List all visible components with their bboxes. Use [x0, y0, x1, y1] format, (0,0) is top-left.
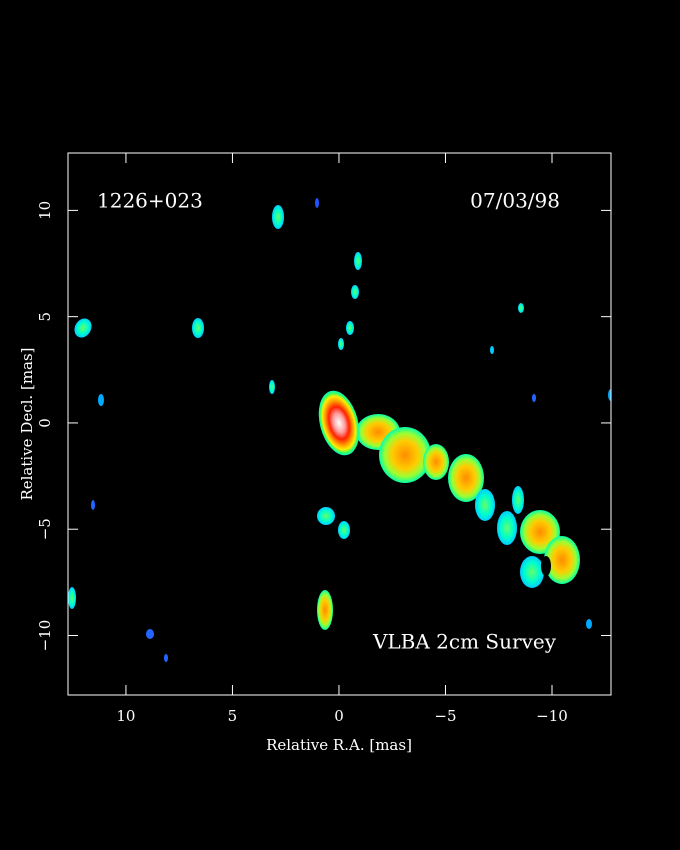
- date-label: 07/03/98: [470, 189, 560, 213]
- emission-blob: [512, 486, 524, 514]
- plot-frame: [67, 152, 612, 696]
- emission-blob: [532, 394, 536, 402]
- emission-blob: [520, 556, 544, 588]
- x-tick-label: 0: [334, 707, 344, 725]
- emission-blob: [317, 590, 333, 630]
- emission-blob: [351, 285, 359, 299]
- emission-blob: [497, 511, 517, 545]
- emission-blob: [541, 556, 551, 576]
- y-tick-label: −10: [36, 620, 54, 652]
- x-axis-label: Relative R.A. [mas]: [266, 736, 412, 754]
- y-tick-label: 5: [36, 312, 54, 322]
- emission-blob: [423, 444, 449, 480]
- emission-blob: [146, 629, 154, 639]
- emission-blob: [338, 338, 344, 350]
- emission-blob: [475, 489, 495, 521]
- survey-label: VLBA 2cm Survey: [372, 630, 557, 654]
- source-label: 1226+023: [97, 189, 203, 213]
- emission-blob: [315, 198, 319, 208]
- emission-blob: [74, 318, 92, 338]
- emission-blob: [164, 654, 168, 662]
- emission-blob: [346, 321, 354, 335]
- y-tick-label: −5: [36, 518, 54, 540]
- emission-blob: [192, 318, 204, 338]
- y-axis-label: Relative Decl. [mas]: [18, 347, 36, 500]
- x-tick-label: 10: [116, 707, 135, 725]
- x-tick-label: −10: [536, 707, 568, 725]
- emission-blob: [317, 507, 335, 525]
- emission-blob: [586, 619, 592, 629]
- x-tick-label: −5: [434, 707, 456, 725]
- emission-blob: [544, 536, 580, 584]
- emission-blob: [91, 500, 95, 510]
- y-tick-label: 10: [36, 201, 54, 220]
- emission-blob: [272, 205, 284, 229]
- y-tick-label: 0: [36, 418, 54, 428]
- emission-blob: [318, 390, 360, 456]
- emission-blob: [448, 454, 484, 502]
- emission-blob: [269, 380, 275, 394]
- emission-blob: [490, 346, 494, 354]
- emission-blob: [518, 303, 524, 313]
- emission-blob: [608, 389, 611, 401]
- image: [68, 198, 611, 662]
- emission-blob: [354, 252, 362, 270]
- emission-blob: [98, 394, 104, 406]
- emission-blob: [68, 587, 76, 609]
- emission-blob: [379, 427, 431, 483]
- x-tick-label: 5: [228, 707, 238, 725]
- emission-blob: [338, 521, 350, 539]
